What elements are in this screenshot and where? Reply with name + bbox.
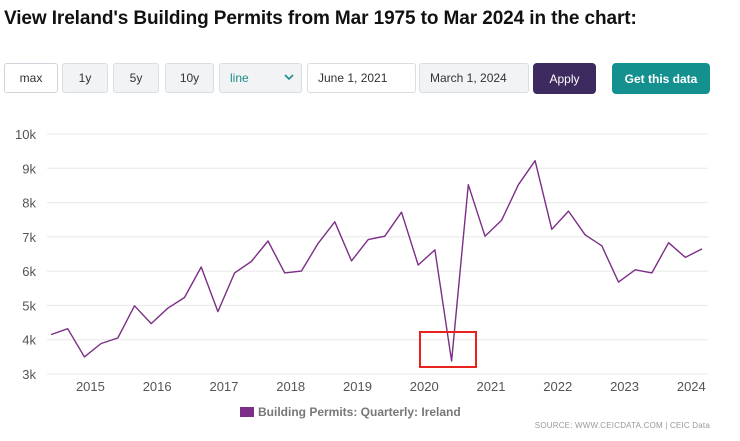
data-point[interactable] <box>115 336 120 341</box>
x-tick-label: 2016 <box>143 379 172 394</box>
range-1y-button[interactable]: 1y <box>62 63 108 93</box>
x-axis-ticks: 2015 2016 2017 2018 2019 2020 2021 2022 2023 2024 <box>76 379 706 394</box>
y-tick-label: 8k <box>22 196 36 211</box>
chart-legend[interactable]: Building Permits: Quarterly: Ireland <box>240 405 461 419</box>
data-point[interactable] <box>516 182 521 187</box>
data-point[interactable] <box>299 269 304 274</box>
get-data-button[interactable]: Get this data <box>612 63 710 94</box>
data-point[interactable] <box>666 240 671 245</box>
data-point[interactable] <box>699 246 704 251</box>
data-point[interactable] <box>249 259 254 264</box>
data-point[interactable] <box>432 247 437 252</box>
y-tick-label: 10k <box>15 127 36 142</box>
source-credit: SOURCE: WWW.CEICDATA.COM | CEIC Data <box>534 421 710 430</box>
data-point[interactable] <box>366 237 371 242</box>
x-tick-label: 2020 <box>410 379 439 394</box>
x-tick-label: 2022 <box>543 379 572 394</box>
y-axis-ticks: 3k 4k 5k 6k 7k 8k 9k 10k <box>15 127 36 382</box>
data-point[interactable] <box>466 182 471 187</box>
data-point[interactable] <box>416 262 421 267</box>
x-tick-label: 2023 <box>610 379 639 394</box>
data-point[interactable] <box>566 209 571 214</box>
apply-button[interactable]: Apply <box>533 63 596 94</box>
y-tick-label: 7k <box>22 230 36 245</box>
chart-type-select[interactable]: line <box>219 63 302 93</box>
data-point[interactable] <box>349 258 354 263</box>
data-point[interactable] <box>549 227 554 232</box>
data-point[interactable] <box>316 241 321 246</box>
x-tick-label: 2019 <box>343 379 372 394</box>
data-point[interactable] <box>99 341 104 346</box>
data-point[interactable] <box>49 332 54 337</box>
start-date-input[interactable]: June 1, 2021 <box>307 63 416 93</box>
chart-controls: max 1y 5y 10y line June 1, 2021 March 1,… <box>0 0 740 100</box>
data-point[interactable] <box>82 354 87 359</box>
data-point[interactable] <box>633 267 638 272</box>
chart-type-value: line <box>230 71 249 85</box>
data-point[interactable] <box>382 234 387 239</box>
data-point[interactable] <box>399 210 404 215</box>
data-point[interactable] <box>165 306 170 311</box>
page-title: View Ireland's Building Permits from Mar… <box>4 8 637 29</box>
x-tick-label: 2021 <box>477 379 506 394</box>
chevron-down-icon <box>284 74 294 81</box>
y-tick-label: 4k <box>22 333 36 348</box>
y-tick-label: 3k <box>22 367 36 382</box>
data-point[interactable] <box>182 295 187 300</box>
data-point[interactable] <box>482 234 487 239</box>
data-point[interactable] <box>533 158 538 163</box>
data-point[interactable] <box>132 303 137 308</box>
x-tick-label: 2015 <box>76 379 105 394</box>
end-date-input[interactable]: March 1, 2024 <box>419 63 529 93</box>
y-tick-label: 6k <box>22 264 36 279</box>
x-tick-label: 2024 <box>677 379 706 394</box>
series-layer <box>49 158 704 362</box>
data-point[interactable] <box>215 309 220 314</box>
data-point[interactable] <box>332 219 337 224</box>
highlight-box <box>419 331 477 368</box>
data-point[interactable] <box>499 218 504 223</box>
range-10y-button[interactable]: 10y <box>165 63 214 93</box>
data-point[interactable] <box>683 255 688 260</box>
range-5y-button[interactable]: 5y <box>113 63 159 93</box>
data-point[interactable] <box>65 326 70 331</box>
data-point[interactable] <box>649 270 654 275</box>
data-point[interactable] <box>282 270 287 275</box>
y-tick-label: 9k <box>22 161 36 176</box>
data-point[interactable] <box>232 270 237 275</box>
x-tick-label: 2017 <box>209 379 238 394</box>
legend-swatch <box>240 407 254 417</box>
grid-lines <box>47 133 708 375</box>
series-line[interactable] <box>50 160 703 362</box>
data-point[interactable] <box>199 265 204 270</box>
y-tick-label: 5k <box>22 298 36 313</box>
data-point[interactable] <box>599 243 604 248</box>
data-point[interactable] <box>583 232 588 237</box>
data-point[interactable] <box>266 238 271 243</box>
x-tick-label: 2018 <box>276 379 305 394</box>
data-point[interactable] <box>149 321 154 326</box>
range-max-button[interactable]: max <box>4 63 58 93</box>
data-point[interactable] <box>616 280 621 285</box>
legend-label: Building Permits: Quarterly: Ireland <box>258 405 461 419</box>
